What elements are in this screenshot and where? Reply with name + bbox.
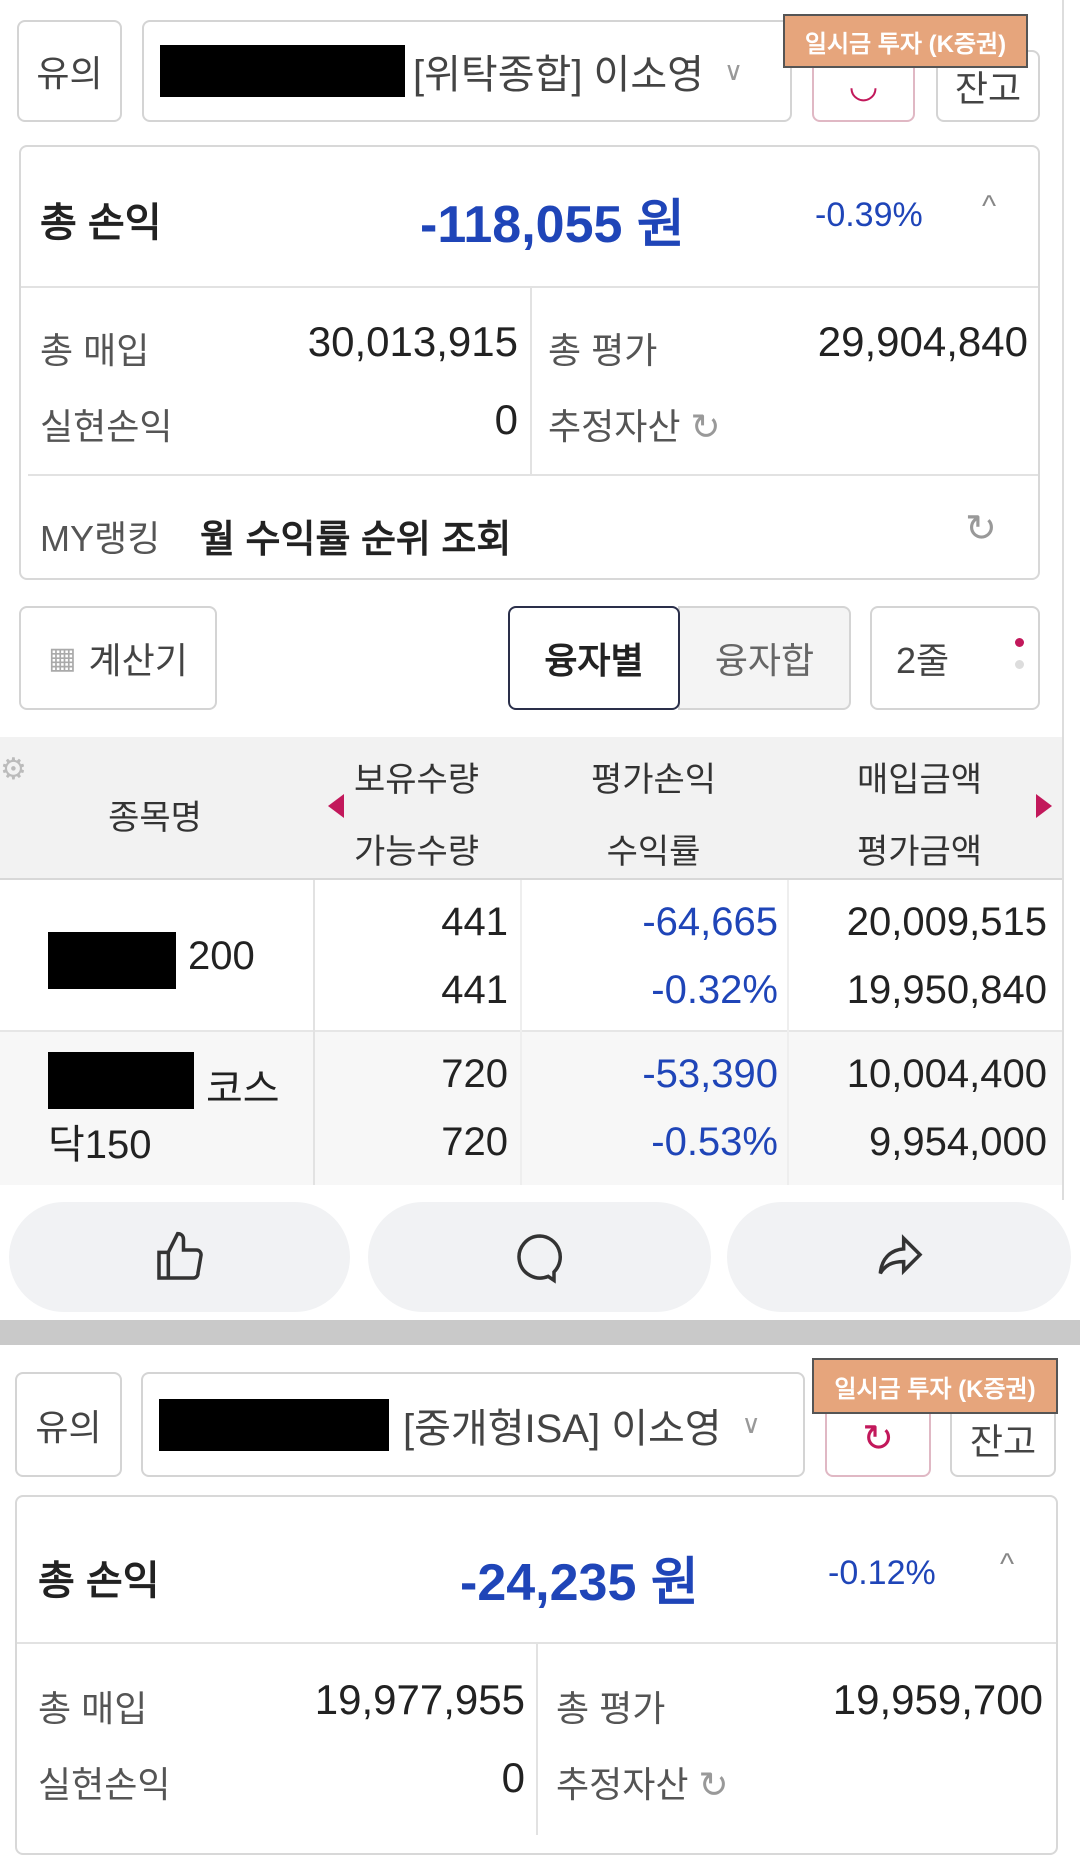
purchase-value: 30,013,915 [307,318,518,365]
chevron-down-icon: ∨ [741,1409,761,1439]
badge-label: 일시금 투자 (K증권) [783,14,1028,68]
rows-select[interactable]: 2줄 [870,606,1040,710]
caution-button[interactable]: 유의 [17,20,122,122]
divider [21,286,1038,288]
chevron-down-icon: ∨ [723,55,743,86]
refresh-icon: ↻ [862,1418,894,1460]
header-eval-amt[interactable]: 평가금액 [856,833,983,871]
hold-qty: 720 [441,1052,508,1096]
header-return-rate[interactable]: 수익률 [606,833,701,871]
stock-name: 200 [188,934,255,978]
total-pl-label: 총 손익 [40,201,162,245]
refresh-icon[interactable]: ↻ [965,508,997,550]
divider [28,474,1038,476]
like-button[interactable] [9,1202,350,1312]
purchase-label: 총 매입 [40,330,150,371]
eval-pl: -64,665 [642,900,778,944]
return-rate: -0.32% [651,968,778,1012]
estimated-asset[interactable]: 추정자산 ↻ [548,406,721,447]
header-avail-qty[interactable]: 가능수량 [353,833,480,871]
header-name[interactable]: 종목명 [108,799,202,837]
chevron-up-icon[interactable]: ^ [982,190,997,223]
divider [536,1644,538,1835]
refresh-icon: ↻ [698,1764,729,1805]
header-eval-pl[interactable]: 평가손익 [590,761,717,799]
ranking-label: MY랭킹 [40,518,161,559]
chevron-up-icon[interactable]: ^ [1000,1548,1015,1581]
ranking-link[interactable]: 월 수익률 순위 조회 [200,519,512,561]
calculator-icon: ▦ [48,641,77,675]
estimated-asset[interactable]: 추정자산 ↻ [556,1764,729,1805]
table-header [0,737,1062,880]
share-icon [878,1234,923,1276]
realized-value: 0 [501,1754,525,1801]
badge-label: 일시금 투자 (K증권) [812,1358,1058,1414]
header-hold-qty[interactable]: 보유수량 [353,761,480,799]
table-row[interactable] [0,880,1062,1032]
realized-value: 0 [494,396,518,443]
divider [530,288,532,474]
summary-card [19,145,1040,580]
calculator-button[interactable]: ▦ 계산기 [19,606,217,710]
account-select[interactable]: [위탁종합] 이소영 ∨ [142,20,792,122]
total-pl-rate: -0.12% [828,1554,936,1592]
more-icon [1015,638,1024,647]
eval-label: 총 평가 [556,1688,666,1729]
scroll-right-icon[interactable] [1036,794,1052,818]
stock-name-cont: 닥150 [48,1123,152,1167]
separator [0,1320,1080,1345]
gear-icon[interactable]: ⚙ [0,753,27,786]
caution-button[interactable]: 유의 [15,1372,122,1477]
by-loan-tab[interactable]: 융자별 [508,606,680,710]
redacted-stock-name [48,1052,194,1109]
total-pl-rate: -0.39% [815,196,923,234]
eval-label: 총 평가 [548,330,658,371]
header-purchase-amt[interactable]: 매입금액 [856,761,983,799]
redacted-account-number [160,45,405,97]
avail-qty: 441 [441,968,508,1012]
comment-button[interactable] [368,1202,711,1312]
eval-amt: 9,954,000 [869,1120,1047,1164]
comment-icon [516,1234,562,1284]
scroll-left-icon[interactable] [328,794,344,818]
eval-pl: -53,390 [642,1052,778,1096]
eval-amt: 19,950,840 [846,968,1047,1012]
total-pl-label: 총 손익 [38,1559,160,1603]
purchase-amt: 20,009,515 [846,900,1047,944]
realized-label: 실현손익 [40,406,173,447]
loan-sum-tab[interactable]: 융자합 [678,606,851,710]
refresh-icon: ↻ [690,406,721,447]
divider [17,1642,1056,1644]
avail-qty: 720 [441,1120,508,1164]
refresh-icon: ◡ [848,67,879,105]
account-select[interactable]: [중개형ISA] 이소영 ∨ [141,1372,805,1477]
total-pl-value: -24,235 원 [460,1554,699,1612]
redacted-account-number [159,1398,389,1451]
purchase-label: 총 매입 [38,1688,148,1729]
hold-qty: 441 [441,900,508,944]
stock-name: 코스 [206,1067,280,1111]
share-button[interactable] [727,1202,1071,1312]
return-rate: -0.53% [651,1120,778,1164]
purchase-amt: 10,004,400 [846,1052,1047,1096]
eval-value: 19,959,700 [832,1676,1043,1723]
thumbs-up-icon [156,1231,203,1280]
redacted-stock-name [48,932,176,989]
purchase-value: 19,977,955 [314,1676,525,1723]
realized-label: 실현손익 [38,1764,171,1805]
eval-value: 29,904,840 [817,318,1028,365]
total-pl-value: -118,055 원 [420,196,685,254]
